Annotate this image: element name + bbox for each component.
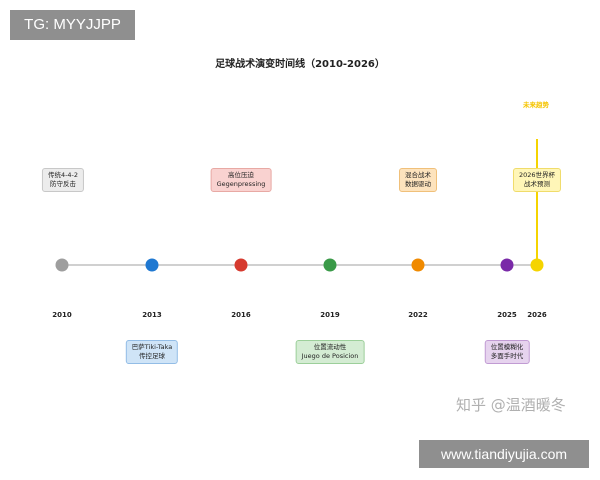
year-label-2016: 2016 <box>231 311 251 319</box>
label-2026-line2: 战术预测 <box>523 180 550 188</box>
label-2016-line1: 高位压迫 <box>227 171 254 179</box>
diagram-title: 足球战术演变时间线（2010-2026） <box>215 59 385 70</box>
label-2010-line1: 传统4-4-2 <box>47 171 79 179</box>
label-2022-line1: 混合战术 <box>405 171 431 179</box>
label-box-2016: 高位压迫 Gegenpressing <box>210 168 272 192</box>
label-2022-line2: 数据驱动 <box>405 180 431 188</box>
label-box-2010: 传统4-4-2 防守反击 <box>41 168 85 192</box>
label-2019-line1: 位置流动性 <box>313 343 347 351</box>
label-box-2022: 混合战术 数据驱动 <box>399 168 437 192</box>
label-2019-line2: Juego de Posicion <box>301 352 359 360</box>
year-label-2010: 2010 <box>52 311 72 319</box>
timeline-dot-2026 <box>530 258 544 272</box>
label-2010-line2: 防守反击 <box>49 180 76 188</box>
timeline-dot-2016 <box>234 258 248 272</box>
year-label-2026: 2026 <box>527 311 547 319</box>
future-trend-label: 未来趋势 <box>523 101 549 109</box>
timeline-dot-2022 <box>411 258 425 272</box>
timeline-dot-2013 <box>145 258 159 272</box>
label-2013-line1: 巴萨Tiki-Taka <box>131 343 173 351</box>
watermark-site: www.tiandiyujia.com <box>419 440 589 468</box>
watermark-tg: TG: MYYJJPP <box>10 10 135 40</box>
future-trend-line <box>536 139 538 265</box>
label-box-2013: 巴萨Tiki-Taka 传控足球 <box>125 340 179 364</box>
year-label-2025: 2025 <box>497 311 517 319</box>
label-box-2019: 位置流动性 Juego de Posicion <box>295 340 365 364</box>
label-2025-line2: 多面手时代 <box>490 352 524 360</box>
label-2016-line2: Gegenpressing <box>216 180 266 188</box>
timeline-dot-2019 <box>323 258 337 272</box>
label-2026-line1: 2026世界杯 <box>518 171 556 179</box>
label-box-2026: 2026世界杯 战术预测 <box>512 168 562 192</box>
year-label-2022: 2022 <box>408 311 428 319</box>
timeline-dot-2025 <box>500 258 514 272</box>
timeline-dot-2010 <box>55 258 69 272</box>
timeline-axis <box>62 264 538 266</box>
label-2025-line1: 位置模糊化 <box>490 343 524 351</box>
watermark-zhihu: 知乎 @温酒暖冬 <box>456 396 566 414</box>
year-label-2019: 2019 <box>320 311 340 319</box>
label-2013-line2: 传控足球 <box>139 352 165 360</box>
year-label-2013: 2013 <box>142 311 162 319</box>
label-box-2025: 位置模糊化 多面手时代 <box>484 340 530 364</box>
